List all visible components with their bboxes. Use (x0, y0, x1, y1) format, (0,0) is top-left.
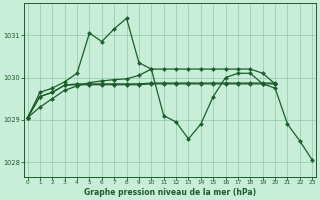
X-axis label: Graphe pression niveau de la mer (hPa): Graphe pression niveau de la mer (hPa) (84, 188, 256, 197)
